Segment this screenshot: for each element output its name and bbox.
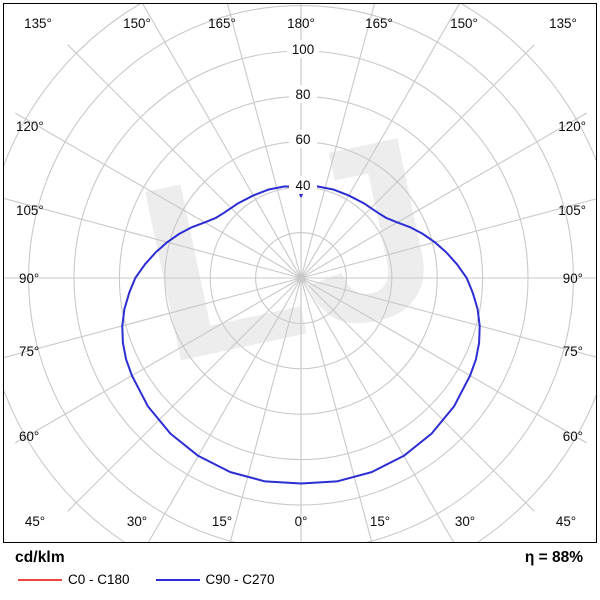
angle-label-top-5: 150° (450, 16, 478, 31)
legend-label-c90-c270: C90 - C270 (205, 572, 275, 587)
angle-label-left-1: 105° (16, 203, 44, 218)
angle-label-bottom-1: 30° (127, 514, 147, 529)
angle-label-left-4: 60° (19, 429, 39, 444)
legend-swatch-c0-c180 (18, 578, 62, 581)
legend-item-c0-c180[interactable]: C0 - C180 (18, 572, 130, 587)
unit-label: cd/klm (15, 549, 65, 566)
curve-c90-c270 (121, 185, 481, 485)
angle-labels-right: 120° 105° 90° 75° 60° (558, 119, 586, 444)
radial-label-80: 80 (296, 87, 311, 102)
legend-item-c90-c270[interactable]: C90 - C270 (155, 572, 275, 587)
angle-label-right-4: 60° (563, 429, 583, 444)
angle-label-bottom-6: 45° (556, 514, 576, 529)
angle-label-left-0: 120° (16, 119, 44, 134)
angle-label-top-2: 165° (208, 16, 236, 31)
angle-label-right-3: 75° (563, 344, 583, 359)
angle-label-top-6: 135° (549, 16, 577, 31)
radial-tick-labels: 100 80 60 40 (287, 40, 319, 194)
plot-frame: LJ (3, 3, 597, 543)
chart-footer: cd/klm η = 88% C0 - C180 C90 - C270 (0, 546, 600, 600)
angle-labels-top: 135° 150° 165° 180° 165° 150° 135° (24, 16, 577, 31)
angle-labels-bottom: 45° 30° 15° 0° 15° 30° 45° (25, 514, 576, 529)
angle-labels-left: 120° 105° 90° 75° 60° (16, 119, 44, 444)
efficiency-label: η = 88% (524, 549, 583, 566)
radial-label-40: 40 (296, 178, 311, 193)
angle-label-bottom-4: 15° (370, 514, 390, 529)
radial-label-100: 100 (292, 42, 314, 57)
angle-label-bottom-2: 15° (212, 514, 232, 529)
angle-label-top-1: 150° (123, 16, 151, 31)
angle-label-left-2: 90° (19, 271, 39, 286)
angle-label-left-3: 75° (19, 344, 39, 359)
legend: C0 - C180 C90 - C270 (18, 572, 275, 587)
angle-label-bottom-5: 30° (455, 514, 475, 529)
angle-label-bottom-0: 45° (25, 514, 45, 529)
angular-grid-spokes (4, 4, 596, 542)
polar-plot-svg: LJ (4, 4, 596, 542)
angle-label-right-0: 120° (558, 119, 586, 134)
radial-label-60: 60 (296, 132, 311, 147)
angle-label-right-1: 105° (558, 203, 586, 218)
legend-label-c0-c180: C0 - C180 (68, 572, 130, 587)
angle-label-top-4: 165° (365, 16, 393, 31)
legend-swatch-c90-c270 (155, 578, 200, 581)
angle-label-right-2: 90° (563, 271, 583, 286)
angle-label-top-3: 180° (287, 16, 315, 31)
angle-label-top-0: 135° (24, 16, 52, 31)
angle-label-bottom-3: 0° (295, 514, 308, 529)
